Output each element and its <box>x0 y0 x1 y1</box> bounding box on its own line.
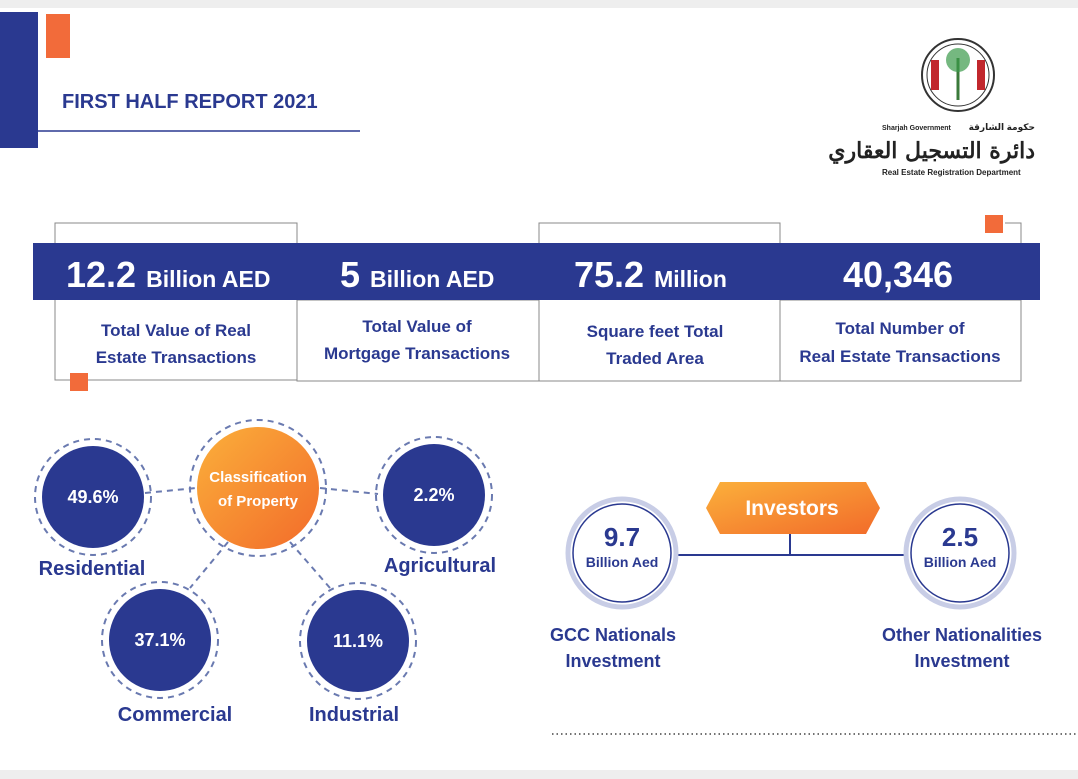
stat-label: Real Estate Transactions <box>799 347 1000 366</box>
stat-value: 75.2 <box>574 254 644 295</box>
accent <box>985 215 1003 233</box>
stat-value: 40,346 <box>843 254 953 295</box>
stat-box <box>779 299 1022 382</box>
stat-label: Square feet Total <box>587 322 724 341</box>
investor-circles <box>565 496 1017 610</box>
title: FIRST HALF REPORT 2021 <box>62 91 318 113</box>
stat-value: 5 <box>340 254 360 295</box>
stat-label: Total Value of <box>362 317 472 336</box>
stat-unit: Billion AED <box>146 266 270 292</box>
class-circles <box>42 444 485 692</box>
side-bar <box>0 12 38 148</box>
class-value: 2.2% <box>413 485 454 505</box>
class-label: Industrial <box>309 704 399 726</box>
stat-label: Total Value of Real <box>101 321 251 340</box>
logo-arabic-gov: حكومة الشارقة <box>969 122 1035 133</box>
investor-unit: Billion Aed <box>924 554 997 570</box>
class-label: Residential <box>39 558 146 580</box>
investor-label: Investment <box>914 651 1009 671</box>
investor-rings <box>572 503 1010 603</box>
stat-unit: Billion AED <box>370 266 494 292</box>
stats-banner <box>33 243 1040 300</box>
logo: حكومة الشارقة Sharjah Government دائرة ا… <box>828 38 1035 177</box>
investor-value: 9.7 <box>604 522 640 552</box>
stat: 75.2 Million <box>574 254 727 295</box>
class-label: Commercial <box>118 704 233 726</box>
class-label: Agricultural <box>384 555 496 577</box>
stat-box-corner <box>1005 222 1022 243</box>
logo-arabic-dept: دائرة التسجيل العقاري <box>828 138 1035 164</box>
stat: 5 Billion AED <box>340 254 494 295</box>
class-value: 49.6% <box>67 487 118 507</box>
connectors <box>34 419 493 700</box>
classification-hub <box>197 427 319 549</box>
investor-label: Other Nationalities <box>882 625 1042 645</box>
investors-banner <box>706 482 880 534</box>
class-value: 37.1% <box>134 630 185 650</box>
stat-value: 12.2 <box>66 254 136 295</box>
top-strip <box>0 0 1078 8</box>
investors-title: Investors <box>745 497 838 520</box>
stat-label: Estate Transactions <box>96 348 257 367</box>
accent <box>70 373 88 391</box>
investor-label: GCC Nationals <box>550 625 676 645</box>
stat-label: Total Number of <box>835 319 964 338</box>
stat: 12.2 Billion AED <box>66 254 270 295</box>
stat-label: Traded Area <box>606 349 704 368</box>
logo-gov: Sharjah Government <box>882 125 952 132</box>
investor-unit: Billion Aed <box>586 554 659 570</box>
bottom-strip <box>0 770 1078 779</box>
stat-label: Mortgage Transactions <box>324 344 510 363</box>
hub-title: of Property <box>218 493 299 510</box>
investor-connectors <box>678 534 904 556</box>
class-value: 11.1% <box>333 631 383 651</box>
investor-value: 2.5 <box>942 522 978 552</box>
hub-title: Classification <box>209 469 307 486</box>
accent <box>46 14 70 58</box>
investor-label: Investment <box>565 651 660 671</box>
stat-box <box>296 299 540 382</box>
logo-dept: Real Estate Registration Department <box>882 168 1021 177</box>
stat-unit: Million <box>654 266 727 292</box>
